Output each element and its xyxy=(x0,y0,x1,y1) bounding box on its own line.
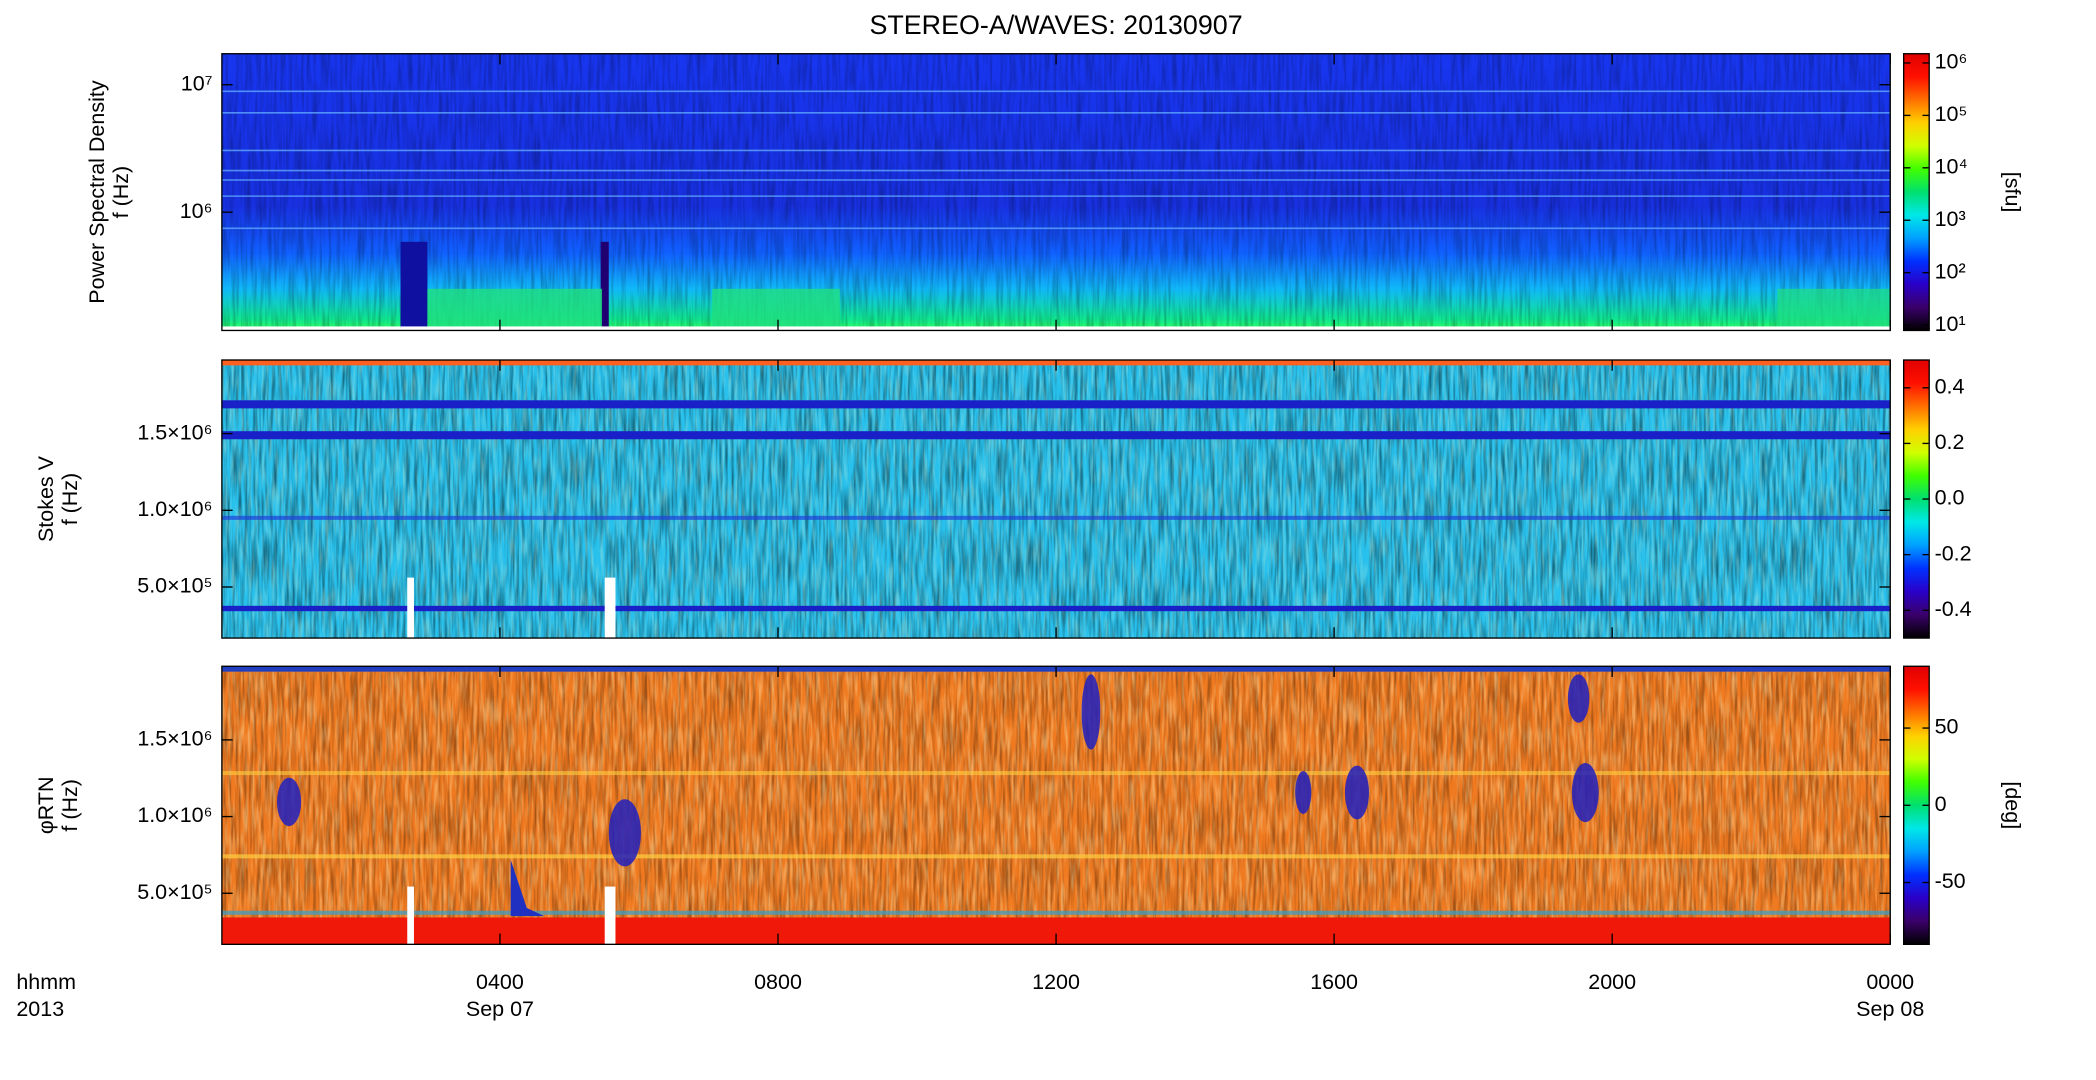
x-tick-label: 2000 xyxy=(1588,970,1636,994)
colorbar-tick-label: 10² xyxy=(1935,259,1966,283)
colorbar-tick-label: -50 xyxy=(1935,869,1966,893)
spectrogram-2 xyxy=(221,360,1891,639)
colorbar-tick-label: 0.2 xyxy=(1935,430,1965,454)
y-axis-label: f (Hz) xyxy=(58,473,82,526)
spectrogram-1 xyxy=(221,53,1891,331)
x-axis-label: 2013 xyxy=(16,997,64,1021)
y-tick-label: 1.5×10⁶ xyxy=(137,420,212,444)
x-tick-label: 1200 xyxy=(1032,970,1080,994)
y-tick-label: 10⁷ xyxy=(181,71,213,95)
y-axis-label: f (Hz) xyxy=(58,779,82,832)
y-axis-label: Stokes V xyxy=(34,455,58,542)
y-tick-label: 1.0×10⁶ xyxy=(137,803,212,827)
colorbar-tick-label: 10¹ xyxy=(1935,312,1966,336)
spectrogram-3 xyxy=(221,666,1891,945)
colorbar-tick-label: 50 xyxy=(1935,715,1959,739)
colorbar-tick-label: 10⁴ xyxy=(1935,154,1968,178)
colorbar xyxy=(1903,53,1930,332)
y-axis-label: f (Hz) xyxy=(109,166,133,219)
y-tick-label: 1.5×10⁶ xyxy=(137,727,212,751)
y-tick-label: 10⁶ xyxy=(180,199,213,223)
y-tick-label: 1.0×10⁶ xyxy=(137,497,212,521)
colorbar-tick-label: -0.2 xyxy=(1935,541,1972,565)
colorbar-tick-label: 10⁵ xyxy=(1935,102,1968,126)
x-tick-label: 0400 xyxy=(476,970,524,994)
chart-title: STEREO-A/WAVES: 20130907 xyxy=(869,10,1242,40)
colorbar-label: [deg] xyxy=(2000,781,2024,829)
y-tick-label: 5.0×10⁵ xyxy=(137,574,212,598)
x-tick-label: 0800 xyxy=(754,970,802,994)
colorbar-label: [sfu] xyxy=(2000,172,2024,213)
y-tick-label: 5.0×10⁵ xyxy=(137,880,212,904)
x-tick-date: Sep 08 xyxy=(1856,997,1924,1021)
colorbar-tick-label: 10⁶ xyxy=(1935,50,1968,74)
colorbar-tick-label: -0.4 xyxy=(1935,597,1972,621)
x-tick-label: 0000 xyxy=(1866,970,1914,994)
colorbar-tick-label: 0.4 xyxy=(1935,374,1965,398)
colorbar-tick-label: 0.0 xyxy=(1935,486,1965,510)
colorbar-tick-label: 0 xyxy=(1935,792,1947,816)
colorbar-tick-label: 10³ xyxy=(1935,207,1966,231)
y-axis-label: Power Spectral Density xyxy=(85,80,109,304)
x-axis-label: hhmm xyxy=(16,970,76,994)
y-axis-label: φRTN xyxy=(34,776,58,834)
x-tick-date: Sep 07 xyxy=(466,997,534,1021)
x-tick-label: 1600 xyxy=(1310,970,1358,994)
